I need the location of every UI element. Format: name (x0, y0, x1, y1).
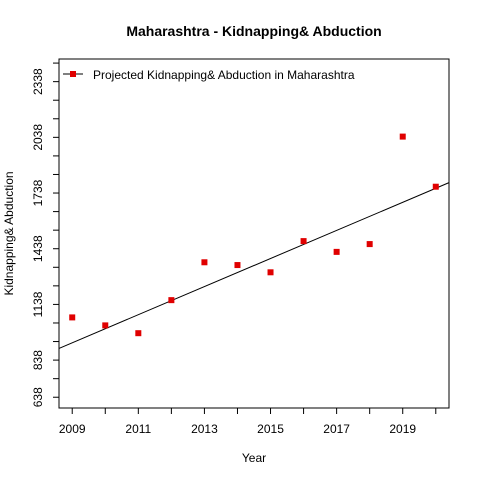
y-axis: 638 838 1138 1438 1738 2038 2338 (31, 62, 59, 407)
x-axis-label: Year (242, 451, 266, 465)
legend: Projected Kidnapping& Abduction in Mahar… (63, 68, 355, 82)
trend-line-group (58, 182, 450, 349)
data-point (102, 322, 109, 329)
y-axis-label: Kidnapping& Abduction (2, 171, 16, 295)
data-point (201, 259, 208, 266)
x-tick-label: 2019 (389, 422, 416, 436)
legend-marker (70, 71, 76, 77)
chart-title: Maharashtra - Kidnapping& Abduction (126, 23, 381, 39)
data-point (432, 183, 439, 190)
y-tick-label: 2338 (31, 68, 45, 95)
data-point (234, 262, 241, 269)
data-point (69, 314, 76, 321)
y-tick-label: 1438 (31, 235, 45, 262)
x-tick-label: 2017 (323, 422, 350, 436)
y-tick-label: 2038 (31, 124, 45, 151)
x-tick-label: 2013 (191, 422, 218, 436)
x-tick-label: 2011 (125, 422, 151, 436)
data-point (399, 133, 406, 140)
data-point (168, 297, 175, 304)
data-points (69, 133, 439, 337)
x-axis: 2009 2011 2013 2015 2017 2019 (59, 408, 437, 436)
plot-frame (58, 58, 450, 409)
y-tick-label: 1138 (31, 291, 45, 317)
trend-line (58, 182, 450, 349)
data-point (267, 269, 274, 276)
y-tick-label: 1738 (31, 179, 45, 206)
y-tick-label: 638 (31, 387, 45, 407)
y-tick-label: 838 (31, 350, 45, 370)
x-tick-label: 2015 (257, 422, 284, 436)
x-tick-label: 2009 (59, 422, 86, 436)
data-point (366, 241, 373, 248)
legend-label: Projected Kidnapping& Abduction in Mahar… (93, 68, 355, 82)
data-point (300, 238, 307, 245)
data-point (333, 248, 340, 255)
data-point (135, 330, 142, 337)
